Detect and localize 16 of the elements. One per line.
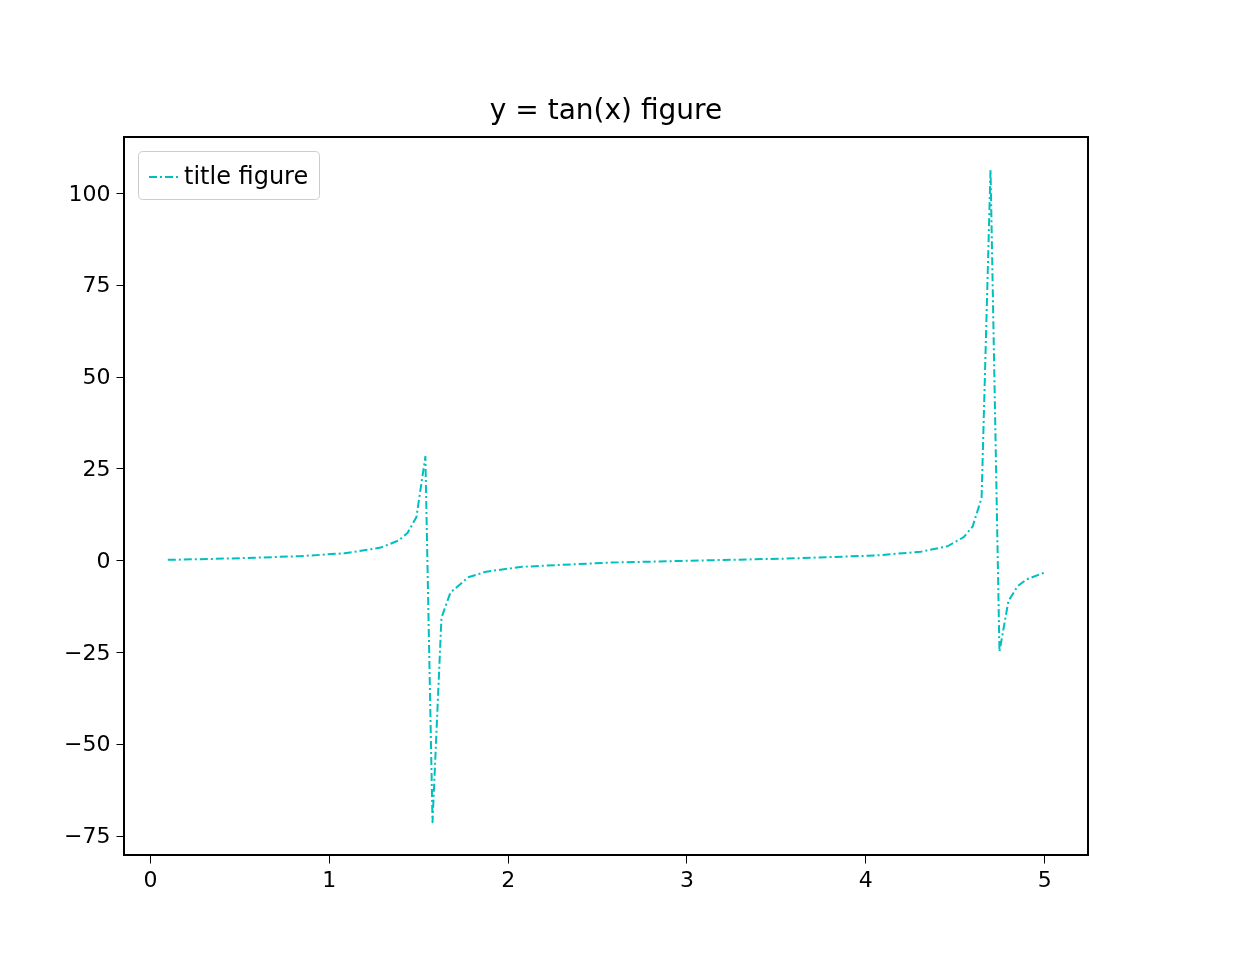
y-tick-label: −50: [64, 731, 111, 757]
y-tick-label: 50: [82, 364, 111, 390]
y-tick-label: 25: [82, 455, 111, 481]
x-tick-label: 2: [501, 866, 516, 892]
y-tick-label: −75: [64, 823, 111, 849]
y-tick-label: −25: [64, 639, 111, 665]
x-tick-label: 5: [1037, 866, 1052, 892]
x-tick-label: 1: [322, 866, 337, 892]
x-tick-label: 0: [143, 866, 158, 892]
x-tick-label: 3: [679, 866, 694, 892]
y-tick-label: 75: [82, 272, 111, 298]
chart-title: y = tan(x) figure: [489, 93, 723, 126]
x-tick-label: 4: [858, 866, 873, 892]
y-tick-label: 100: [68, 180, 111, 206]
legend-label: title figure: [184, 162, 309, 190]
y-tick-label: 0: [96, 547, 111, 573]
